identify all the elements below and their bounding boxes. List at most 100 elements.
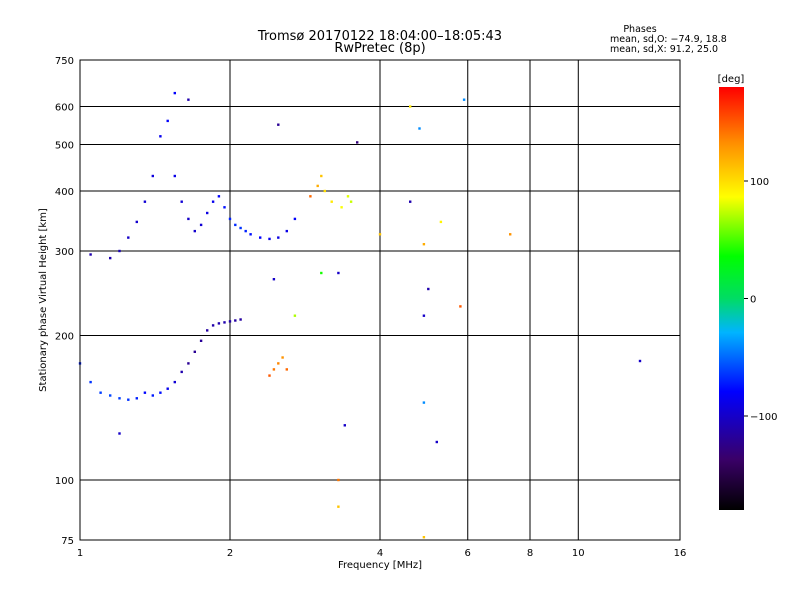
data-point [199,223,203,227]
data-point [346,195,350,198]
data-point [151,394,154,397]
data-point [330,200,333,203]
data-point [118,397,121,400]
data-point [509,233,512,236]
data-point [422,243,426,246]
data-point [173,174,176,178]
data-point [118,249,121,253]
data-point [277,236,280,239]
data-point [272,278,276,281]
data-point [409,200,412,203]
data-point [239,318,242,321]
data-point [159,135,162,138]
x-tick-label: 16 [674,548,687,559]
stats-line-o: mean, sd,O: −74.9, 18.8 [610,34,727,45]
data-point [89,253,92,256]
data-point [193,229,196,233]
y-tick-label: 75 [61,536,74,547]
data-point [206,211,209,215]
data-point [217,322,221,325]
grid [80,60,680,540]
y-tick-label: 600 [55,103,74,114]
data-point [435,440,438,444]
data-point [285,229,288,233]
x-tick-labels: 1 2 4 6 8 10 16 [77,548,687,559]
colorbar-ticks: 100 0 −100 [744,177,777,423]
data-point [180,200,183,203]
data-point [418,127,421,130]
data-point [337,271,340,275]
data-point [340,206,343,209]
data-point [268,237,271,241]
data-point [223,206,226,209]
data-point [223,321,226,324]
data-point [187,362,190,365]
x-tick-label: 2 [227,548,233,559]
x-tick-label: 10 [572,548,585,559]
data-point [143,391,147,394]
data-point [320,271,323,275]
stats-heading: Phases [623,24,656,35]
y-tick-label: 300 [55,247,74,258]
y-tick-label: 400 [55,187,74,198]
y-tick-label: 750 [55,56,74,67]
data-point [309,195,312,198]
data-point [217,195,221,198]
data-point [211,324,215,327]
data-point [173,380,176,384]
data-point [281,356,284,359]
colorbar-label: [deg] [718,74,745,85]
x-tick-label: 1 [77,548,83,559]
data-point [166,387,169,390]
data-points [78,91,642,539]
data-point [228,320,232,323]
data-point [193,350,196,353]
data-point [143,200,147,203]
y-tick-label: 500 [55,141,74,152]
data-point [356,141,359,144]
data-point [239,226,242,230]
data-point [462,98,466,101]
data-point [459,305,462,308]
x-axis-label: Frequency [MHz] [338,560,422,571]
data-point [337,478,340,482]
data-point [109,394,112,397]
data-point [89,380,92,384]
data-point [199,339,203,342]
data-point [234,319,237,322]
chart-subtitle: RwPretec (8p) [334,41,425,56]
data-point [293,314,297,317]
data-point [277,123,280,126]
data-point [166,119,169,123]
colorbar [719,87,744,510]
data-point [151,174,154,178]
colorbar-tick-label: −100 [750,412,777,423]
data-point [422,314,426,317]
data-point [427,287,430,291]
data-point [180,370,183,374]
data-point [323,189,326,193]
data-point [349,200,353,203]
data-point [187,98,190,101]
data-point [277,362,280,365]
x-tick-label: 6 [465,548,471,559]
data-point [234,223,237,227]
data-point [249,233,252,236]
data-point [211,200,215,203]
colorbar-tick-label: 100 [750,177,769,188]
data-point [109,256,112,260]
data-point [173,91,176,95]
data-point [293,217,297,221]
y-tick-label: 100 [55,476,74,487]
chart-title: Tromsø 20170122 18:04:00–18:05:43 [257,29,502,44]
data-point [285,368,288,371]
data-point [135,397,138,400]
data-point [187,217,190,221]
data-point [320,174,323,178]
y-tick-labels: 75 100 200 300 400 500 600 750 [55,56,74,547]
data-point [343,424,346,427]
data-point [244,229,247,233]
stats-line-x: mean, sd,X: 91.2, 25.0 [610,44,718,55]
data-point [159,391,162,394]
y-axis-label: Stationary phase Virtual Height [km] [38,208,49,392]
